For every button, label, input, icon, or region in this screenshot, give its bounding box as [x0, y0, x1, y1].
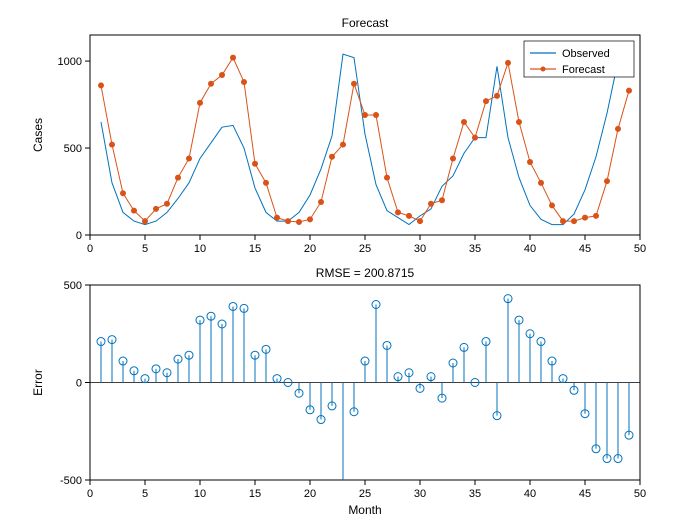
legend-item-label: Observed	[562, 48, 610, 60]
forecast-marker	[373, 112, 379, 118]
forecast-marker	[439, 197, 445, 203]
forecast-marker	[131, 208, 137, 214]
svg-text:15: 15	[249, 488, 261, 500]
svg-text:0: 0	[87, 488, 93, 500]
forecast-marker	[527, 159, 533, 165]
forecast-chart-ylabel: Cases	[31, 118, 45, 152]
forecast-marker	[208, 81, 214, 87]
forecast-marker	[516, 119, 522, 125]
forecast-marker	[296, 219, 302, 225]
forecast-marker	[285, 218, 291, 224]
svg-text:5: 5	[142, 243, 148, 255]
forecast-marker	[307, 216, 313, 222]
forecast-marker	[571, 218, 577, 224]
svg-text:10: 10	[194, 488, 206, 500]
error-chart-title: RMSE = 200.8715	[316, 266, 415, 280]
forecast-chart-title: Forecast	[342, 16, 389, 30]
svg-text:5: 5	[142, 488, 148, 500]
forecast-marker	[164, 201, 170, 207]
forecast-marker	[582, 215, 588, 221]
forecast-marker	[362, 112, 368, 118]
forecast-marker	[472, 135, 478, 141]
svg-text:30: 30	[414, 243, 426, 255]
forecast-marker	[560, 218, 566, 224]
forecast-marker	[120, 190, 126, 196]
forecast-marker	[142, 218, 148, 224]
forecast-marker	[395, 209, 401, 215]
svg-text:35: 35	[469, 488, 481, 500]
forecast-marker	[109, 142, 115, 148]
svg-text:25: 25	[359, 488, 371, 500]
svg-text:-500: -500	[60, 475, 82, 487]
svg-text:15: 15	[249, 243, 261, 255]
svg-text:0: 0	[76, 378, 82, 390]
error-chart-xlabel: Month	[348, 503, 381, 517]
svg-text:50: 50	[634, 488, 646, 500]
error-chart-ylabel: Error	[31, 369, 45, 396]
forecast-marker	[186, 155, 192, 161]
forecast-marker	[241, 79, 247, 85]
figure-container: { "figure": { "width": 700, "height": 52…	[0, 0, 700, 525]
forecast-marker	[318, 199, 324, 205]
forecast-marker	[494, 93, 500, 99]
svg-text:0: 0	[76, 230, 82, 242]
svg-text:50: 50	[634, 243, 646, 255]
forecast-marker	[384, 175, 390, 181]
forecast-marker	[230, 55, 236, 61]
svg-text:40: 40	[524, 488, 536, 500]
svg-text:25: 25	[359, 243, 371, 255]
forecast-marker	[417, 218, 423, 224]
forecast-marker	[626, 88, 632, 94]
svg-text:40: 40	[524, 243, 536, 255]
svg-text:45: 45	[579, 488, 591, 500]
forecast-marker	[538, 180, 544, 186]
svg-text:1000: 1000	[58, 56, 82, 68]
forecast-marker	[175, 175, 181, 181]
forecast-marker	[406, 213, 412, 219]
forecast-marker	[615, 126, 621, 132]
forecast-marker	[252, 161, 258, 167]
forecast-marker	[329, 154, 335, 160]
forecast-chart: 0510152025303540455005001000ForecastCase…	[31, 16, 646, 255]
legend-item-label: Forecast	[562, 64, 605, 76]
forecast-marker	[197, 100, 203, 106]
forecast-marker	[274, 215, 280, 221]
svg-text:20: 20	[304, 488, 316, 500]
forecast-marker	[153, 206, 159, 212]
svg-text:500: 500	[64, 143, 82, 155]
forecast-marker	[604, 178, 610, 184]
error-chart: 0 5 10 15 20 25 30 35 40 45 50 -500 0 500 RMSE = 200.8…	[31, 266, 646, 517]
forecast-marker	[351, 81, 357, 87]
forecast-marker	[549, 202, 555, 208]
forecast-marker	[98, 82, 104, 88]
legend: Observed Forecast	[524, 41, 634, 77]
forecast-marker	[428, 201, 434, 207]
forecast-marker	[505, 60, 511, 66]
forecast-marker	[483, 98, 489, 104]
svg-text:20: 20	[304, 243, 316, 255]
svg-text:500: 500	[64, 280, 82, 292]
figure-svg: 0510152025303540455005001000ForecastCase…	[0, 0, 700, 525]
svg-text:45: 45	[579, 243, 591, 255]
forecast-marker	[263, 180, 269, 186]
forecast-marker	[219, 72, 225, 78]
svg-text:10: 10	[194, 243, 206, 255]
svg-text:0: 0	[87, 243, 93, 255]
forecast-marker	[340, 142, 346, 148]
forecast-marker	[450, 155, 456, 161]
forecast-marker	[593, 213, 599, 219]
svg-text:30: 30	[414, 488, 426, 500]
forecast-marker	[461, 119, 467, 125]
svg-text:35: 35	[469, 243, 481, 255]
